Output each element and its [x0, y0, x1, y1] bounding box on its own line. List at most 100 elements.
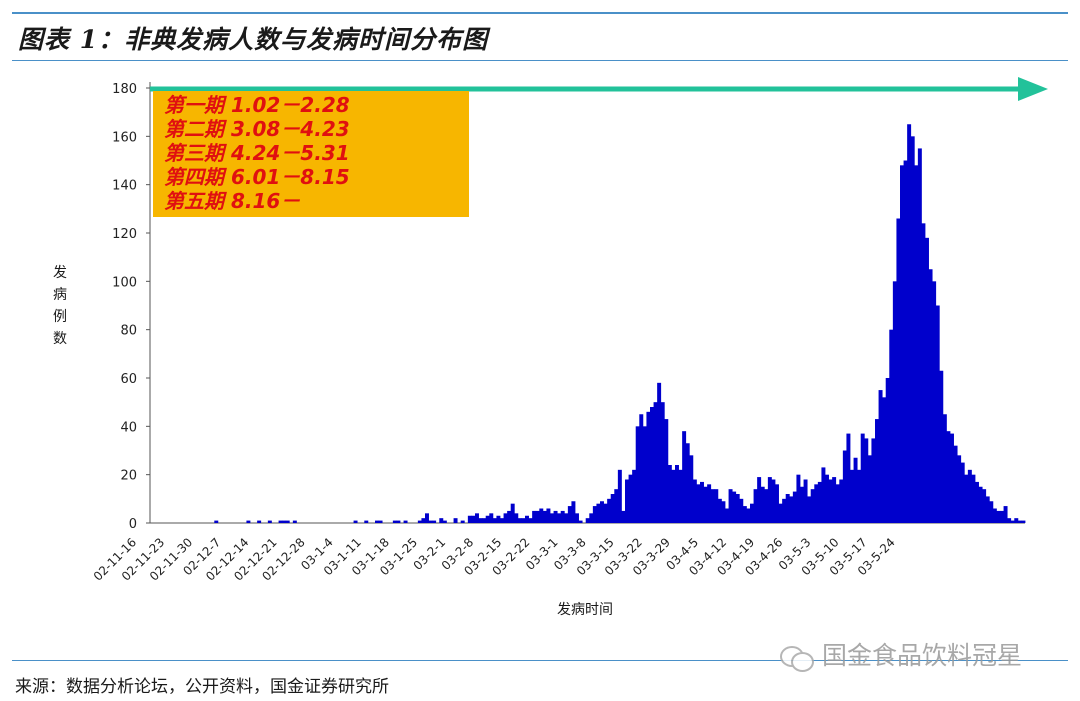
bar: [889, 329, 894, 523]
bar: [871, 438, 876, 523]
bar: [907, 124, 912, 523]
bar: [792, 491, 797, 523]
period-line: 第三期 4.24－5.31: [164, 141, 350, 165]
bar: [403, 520, 408, 523]
bar: [285, 520, 290, 523]
top-rule: [12, 12, 1068, 14]
bar: [667, 465, 672, 523]
bar: [875, 419, 879, 523]
bar: [935, 305, 940, 523]
bar: [757, 477, 762, 523]
bar: [664, 419, 669, 523]
bar: [496, 515, 501, 523]
period-line: 第五期 8.16－: [164, 189, 300, 213]
y-tick-label: 60: [120, 372, 137, 387]
bar: [282, 520, 287, 523]
bar: [478, 518, 483, 523]
bar: [682, 431, 687, 523]
bar: [1003, 506, 1008, 523]
bar: [942, 414, 947, 523]
bar: [785, 494, 790, 523]
bar: [850, 469, 854, 523]
bar: [528, 518, 533, 523]
bar: [542, 510, 547, 523]
bar: [678, 469, 683, 523]
bar: [864, 438, 869, 523]
bar: [214, 520, 219, 523]
bar: [932, 281, 937, 523]
bar: [796, 474, 801, 523]
bar: [867, 455, 872, 523]
bar: [600, 501, 604, 523]
title-rule: [12, 60, 1068, 61]
bar: [846, 433, 851, 523]
bar: [525, 515, 529, 523]
bar: [914, 165, 919, 523]
bar: [617, 469, 622, 523]
bar: [625, 479, 629, 523]
bar: [510, 503, 515, 523]
bar-chart: 02-11-1602-11-2302-11-3002-12-702-12-140…: [53, 77, 1048, 618]
bar: [996, 510, 1001, 523]
bar: [939, 370, 944, 523]
wechat-icon: [780, 644, 814, 672]
bar: [946, 431, 951, 523]
bar: [657, 382, 662, 523]
bar: [467, 515, 472, 523]
bar: [771, 479, 776, 523]
y-tick-label: 120: [112, 227, 137, 242]
bar: [710, 489, 715, 523]
bar: [832, 477, 837, 523]
bar: [964, 474, 969, 523]
bar: [803, 479, 808, 523]
bar: [703, 486, 708, 523]
bar: [660, 402, 665, 523]
bar: [428, 520, 433, 523]
bar: [417, 520, 422, 523]
bar: [603, 503, 608, 523]
bar: [825, 474, 829, 523]
period-line: 第一期 1.02－2.28: [164, 93, 350, 117]
bar: [610, 494, 615, 523]
bar: [878, 390, 883, 523]
bar: [267, 520, 272, 523]
y-tick-label: 140: [112, 179, 137, 194]
bar: [596, 503, 601, 523]
bar: [653, 402, 658, 523]
y-tick-label: 40: [120, 420, 137, 435]
bar: [425, 513, 429, 523]
bar: [989, 501, 994, 523]
bar: [1010, 520, 1015, 523]
bar: [728, 489, 733, 523]
bar: [1021, 520, 1026, 523]
bar: [739, 498, 744, 523]
y-tick-label: 160: [112, 130, 137, 145]
bar: [521, 518, 526, 523]
x-tick-labels: 02-11-1602-11-2302-11-3002-12-702-12-140…: [91, 535, 898, 583]
bar: [821, 467, 826, 523]
bar: [892, 281, 897, 523]
bar: [950, 433, 954, 523]
bar: [635, 426, 640, 523]
bar: [585, 518, 590, 523]
bar: [671, 469, 676, 523]
bar: [607, 498, 612, 523]
bar: [700, 481, 704, 523]
bar: [967, 469, 972, 523]
bar: [550, 513, 554, 523]
bar: [817, 481, 822, 523]
bar: [650, 407, 654, 523]
bar: [857, 469, 862, 523]
watermark: 国金食品饮料冠星: [780, 636, 1022, 672]
bar: [439, 518, 444, 523]
source-note: 来源：数据分析论坛，公开资料，国金证券研究所: [15, 677, 389, 697]
bar: [492, 518, 497, 523]
bar: [689, 455, 694, 523]
bar: [1000, 510, 1004, 523]
bar: [928, 269, 933, 523]
bar: [485, 515, 490, 523]
bar: [839, 479, 844, 523]
bar: [860, 433, 865, 523]
y-axis-label: 发病例数: [53, 265, 67, 347]
